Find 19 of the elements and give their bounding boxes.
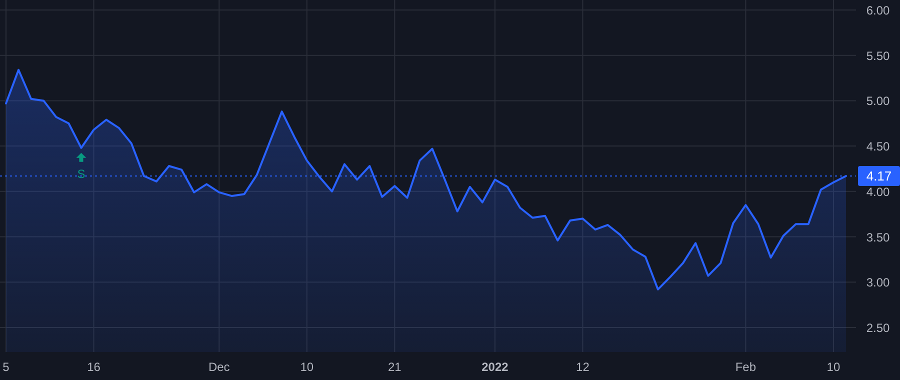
- x-tick-label: 10: [826, 360, 840, 374]
- y-tick-label: 5.00: [866, 94, 890, 108]
- ref-line-label: 4.17: [866, 168, 892, 184]
- x-tick-label: 21: [388, 360, 402, 374]
- y-tick-label: 3.00: [866, 276, 890, 290]
- x-tick-label: 10: [300, 360, 314, 374]
- y-tick-label: 4.50: [866, 140, 890, 154]
- x-tick-label: 2022: [482, 360, 509, 374]
- y-tick-label: 6.00: [866, 3, 890, 18]
- x-tick-label: 16: [87, 360, 101, 374]
- y-tick-label: 4.00: [866, 184, 890, 199]
- x-tick-label: 12: [576, 360, 590, 374]
- annotation: S: [77, 166, 86, 181]
- x-tick-label: Feb: [735, 360, 756, 374]
- x-tick-label: 5: [2, 360, 10, 374]
- y-tick-label: 2.50: [866, 321, 890, 336]
- x-tick-label: Dec: [208, 360, 230, 374]
- y-tick-label: 3.50: [866, 230, 890, 244]
- y-tick-label: 5.50: [866, 48, 890, 63]
